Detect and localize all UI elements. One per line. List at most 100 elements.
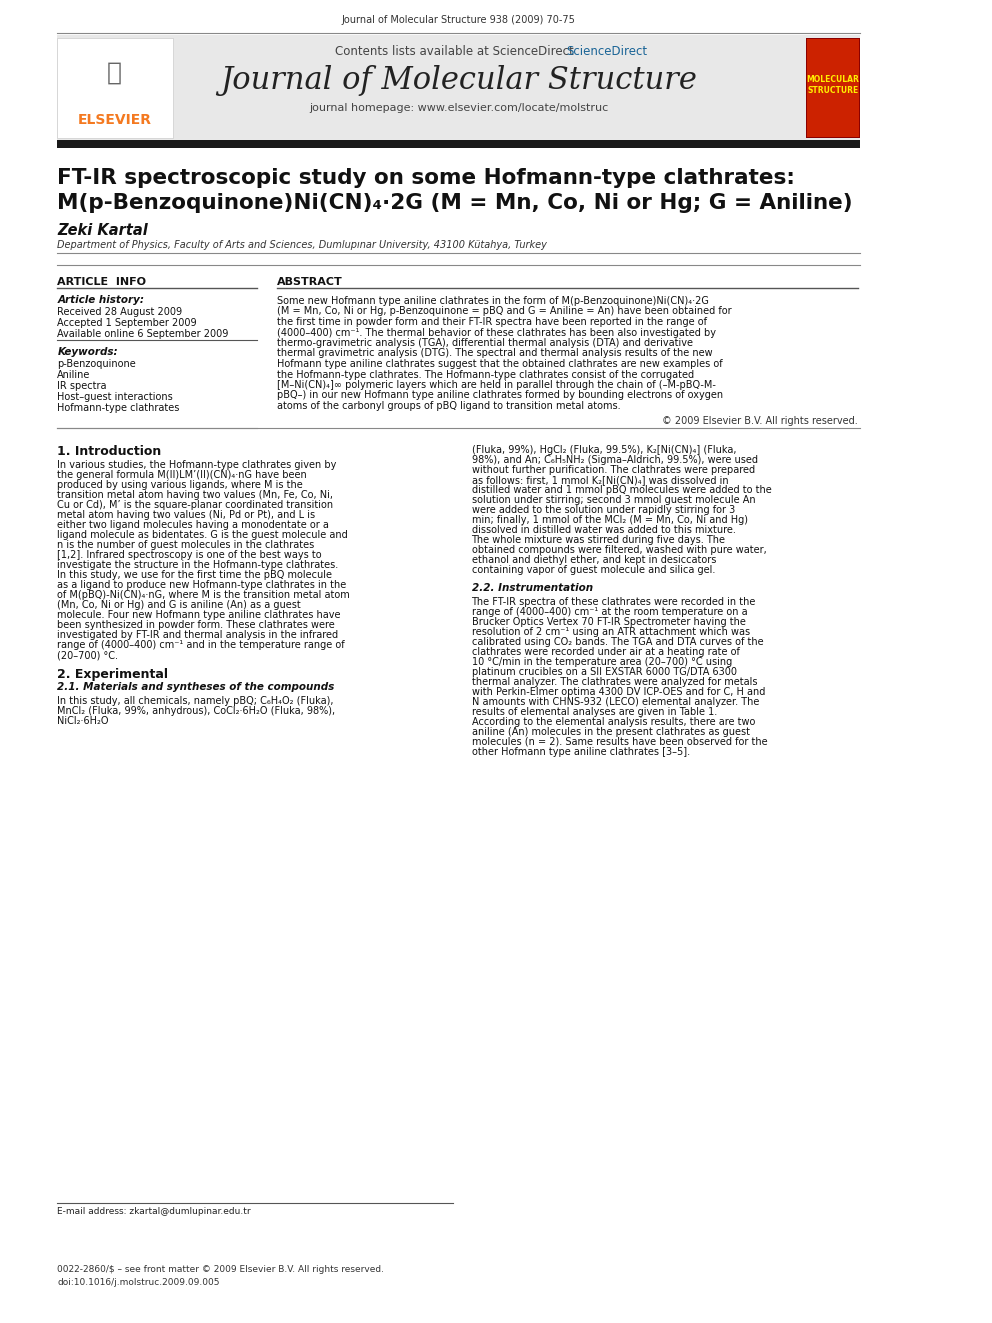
Text: ScienceDirect: ScienceDirect [565, 45, 647, 58]
Text: N amounts with CHNS-932 (LECO) elemental analyzer. The: N amounts with CHNS-932 (LECO) elemental… [471, 697, 759, 706]
Text: solution under stirring; second 3 mmol guest molecule An: solution under stirring; second 3 mmol g… [471, 495, 755, 505]
FancyBboxPatch shape [806, 38, 860, 138]
Text: Journal of Molecular Structure: Journal of Molecular Structure [220, 65, 697, 97]
Text: without further purification. The clathrates were prepared: without further purification. The clathr… [471, 464, 755, 475]
Text: MOLECULAR: MOLECULAR [806, 75, 859, 83]
Text: thermal gravimetric analysis (DTG). The spectral and thermal analysis results of: thermal gravimetric analysis (DTG). The … [278, 348, 713, 359]
Text: Some new Hofmann type aniline clathrates in the form of M(p-Benzoquinone)Ni(CN)₄: Some new Hofmann type aniline clathrates… [278, 296, 709, 306]
Text: (4000–400) cm⁻¹. The thermal behavior of these clathrates has been also investig: (4000–400) cm⁻¹. The thermal behavior of… [278, 328, 716, 337]
Text: ARTICLE  INFO: ARTICLE INFO [58, 277, 147, 287]
Text: Contents lists available at ScienceDirect: Contents lists available at ScienceDirec… [335, 45, 581, 58]
Text: resolution of 2 cm⁻¹ using an ATR attachment which was: resolution of 2 cm⁻¹ using an ATR attach… [471, 627, 750, 636]
Text: aniline (An) molecules in the present clathrates as guest: aniline (An) molecules in the present cl… [471, 728, 750, 737]
Text: [M–Ni(CN)₄]∞ polymeric layers which are held in parallel through the chain of (–: [M–Ni(CN)₄]∞ polymeric layers which are … [278, 380, 716, 390]
Text: STRUCTURE: STRUCTURE [807, 86, 859, 95]
Text: (Mn, Co, Ni or Hg) and G is aniline (An) as a guest: (Mn, Co, Ni or Hg) and G is aniline (An)… [58, 601, 301, 610]
Text: clathrates were recorded under air at a heating rate of: clathrates were recorded under air at a … [471, 647, 739, 658]
Text: Department of Physics, Faculty of Arts and Sciences, Dumlupınar University, 4310: Department of Physics, Faculty of Arts a… [58, 239, 548, 250]
Text: of M(pBQ)-Ni(CN)₄·nG, where M is the transition metal atom: of M(pBQ)-Ni(CN)₄·nG, where M is the tra… [58, 590, 350, 601]
Text: Cu or Cd), M’ is the square-planar coordinated transition: Cu or Cd), M’ is the square-planar coord… [58, 500, 333, 509]
FancyBboxPatch shape [58, 38, 173, 138]
Text: MnCl₂ (Fluka, 99%, anhydrous), CoCl₂·6H₂O (Fluka, 98%),: MnCl₂ (Fluka, 99%, anhydrous), CoCl₂·6H₂… [58, 706, 335, 716]
Text: dissolved in distilled water was added to this mixture.: dissolved in distilled water was added t… [471, 525, 735, 534]
Text: 98%), and An; C₆H₅NH₂ (Sigma–Aldrich, 99.5%), were used: 98%), and An; C₆H₅NH₂ (Sigma–Aldrich, 99… [471, 455, 758, 464]
Text: the Hofmann-type clathrates. The Hofmann-type clathrates consist of the corrugat: the Hofmann-type clathrates. The Hofmann… [278, 369, 694, 380]
Text: range of (4000–400) cm⁻¹ at the room temperature on a: range of (4000–400) cm⁻¹ at the room tem… [471, 607, 747, 617]
Text: 🌳: 🌳 [107, 61, 122, 85]
Text: (M = Mn, Co, Ni or Hg, p-Benzoquinone = pBQ and G = Aniline = An) have been obta: (M = Mn, Co, Ni or Hg, p-Benzoquinone = … [278, 307, 732, 316]
Text: with Perkin-Elmer optima 4300 DV ICP-OES and for C, H and: with Perkin-Elmer optima 4300 DV ICP-OES… [471, 687, 765, 697]
Text: (Fluka, 99%), HgCl₂ (Fluka, 99.5%), K₂[Ni(CN)₄] (Fluka,: (Fluka, 99%), HgCl₂ (Fluka, 99.5%), K₂[N… [471, 445, 736, 455]
Text: ligand molecule as bidentates. G is the guest molecule and: ligand molecule as bidentates. G is the … [58, 531, 348, 540]
Text: distilled water and 1 mmol pBQ molecules were added to the: distilled water and 1 mmol pBQ molecules… [471, 486, 771, 495]
Text: Accepted 1 September 2009: Accepted 1 September 2009 [58, 318, 197, 328]
Text: as follows: first, 1 mmol K₂[Ni(CN)₄] was dissolved in: as follows: first, 1 mmol K₂[Ni(CN)₄] wa… [471, 475, 728, 486]
Text: calibrated using CO₂ bands. The TGA and DTA curves of the: calibrated using CO₂ bands. The TGA and … [471, 636, 763, 647]
Text: been synthesized in powder form. These clathrates were: been synthesized in powder form. These c… [58, 620, 335, 630]
FancyBboxPatch shape [58, 140, 860, 148]
Text: molecule. Four new Hofmann type aniline clathrates have: molecule. Four new Hofmann type aniline … [58, 610, 341, 620]
Text: IR spectra: IR spectra [58, 381, 107, 392]
Text: as a ligand to produce new Hofmann-type clathrates in the: as a ligand to produce new Hofmann-type … [58, 579, 346, 590]
Text: M(p-Benzoquinone)Ni(CN)₄·2G (M = Mn, Co, Ni or Hg; G = Aniline): M(p-Benzoquinone)Ni(CN)₄·2G (M = Mn, Co,… [58, 193, 853, 213]
Text: Hofmann type aniline clathrates suggest that the obtained clathrates are new exa: Hofmann type aniline clathrates suggest … [278, 359, 723, 369]
Text: In this study, all chemicals, namely pBQ; C₆H₄O₂ (Fluka),: In this study, all chemicals, namely pBQ… [58, 696, 334, 706]
Text: thermo-gravimetric analysis (TGA), differential thermal analysis (DTA) and deriv: thermo-gravimetric analysis (TGA), diffe… [278, 337, 693, 348]
Text: E-mail address: zkartal@dumlupinar.edu.tr: E-mail address: zkartal@dumlupinar.edu.t… [58, 1207, 251, 1216]
Text: platinum crucibles on a SII EXSTAR 6000 TG/DTA 6300: platinum crucibles on a SII EXSTAR 6000 … [471, 667, 736, 677]
Text: produced by using various ligands, where M is the: produced by using various ligands, where… [58, 480, 304, 490]
Text: [1,2]. Infrared spectroscopy is one of the best ways to: [1,2]. Infrared spectroscopy is one of t… [58, 550, 322, 560]
Text: The whole mixture was stirred during five days. The: The whole mixture was stirred during fiv… [471, 534, 725, 545]
Text: The FT-IR spectra of these clathrates were recorded in the: The FT-IR spectra of these clathrates we… [471, 597, 756, 607]
Text: investigate the structure in the Hofmann-type clathrates.: investigate the structure in the Hofmann… [58, 560, 338, 570]
Text: 0022-2860/$ – see front matter © 2009 Elsevier B.V. All rights reserved.: 0022-2860/$ – see front matter © 2009 El… [58, 1265, 384, 1274]
Text: thermal analyzer. The clathrates were analyzed for metals: thermal analyzer. The clathrates were an… [471, 677, 757, 687]
Text: According to the elemental analysis results, there are two: According to the elemental analysis resu… [471, 717, 755, 728]
Text: 2.1. Materials and syntheses of the compounds: 2.1. Materials and syntheses of the comp… [58, 681, 334, 692]
Text: journal homepage: www.elsevier.com/locate/molstruc: journal homepage: www.elsevier.com/locat… [309, 103, 608, 112]
Text: ELSEVIER: ELSEVIER [77, 112, 152, 127]
Text: the first time in powder form and their FT-IR spectra have been reported in the : the first time in powder form and their … [278, 318, 707, 327]
Text: (20–700) °C.: (20–700) °C. [58, 650, 118, 660]
Text: Article history:: Article history: [58, 295, 144, 306]
Text: In various studies, the Hofmann-type clathrates given by: In various studies, the Hofmann-type cla… [58, 460, 336, 470]
Text: Keywords:: Keywords: [58, 347, 118, 357]
Text: ethanol and diethyl ether, and kept in desiccators: ethanol and diethyl ether, and kept in d… [471, 556, 716, 565]
Text: Zeki Kartal: Zeki Kartal [58, 224, 148, 238]
Text: atoms of the carbonyl groups of pBQ ligand to transition metal atoms.: atoms of the carbonyl groups of pBQ liga… [278, 401, 621, 411]
Text: NiCl₂·6H₂O: NiCl₂·6H₂O [58, 716, 109, 726]
Text: containing vapor of guest molecule and silica gel.: containing vapor of guest molecule and s… [471, 565, 715, 576]
Text: metal atom having two values (Ni, Pd or Pt), and L is: metal atom having two values (Ni, Pd or … [58, 509, 315, 520]
Text: obtained compounds were filtered, washed with pure water,: obtained compounds were filtered, washed… [471, 545, 766, 556]
Text: In this study, we use for the first time the pBQ molecule: In this study, we use for the first time… [58, 570, 332, 579]
FancyBboxPatch shape [807, 38, 859, 138]
Text: FT-IR spectroscopic study on some Hofmann-type clathrates:: FT-IR spectroscopic study on some Hofman… [58, 168, 796, 188]
Text: © 2009 Elsevier B.V. All rights reserved.: © 2009 Elsevier B.V. All rights reserved… [663, 415, 858, 426]
Text: 2.2. Instrumentation: 2.2. Instrumentation [471, 583, 592, 593]
Text: Available online 6 September 2009: Available online 6 September 2009 [58, 329, 229, 339]
Text: the general formula M(II)LM’(II)(CN)₄·nG have been: the general formula M(II)LM’(II)(CN)₄·nG… [58, 470, 308, 480]
Text: Aniline: Aniline [58, 370, 90, 380]
Text: min; finally, 1 mmol of the MCl₂ (M = Mn, Co, Ni and Hg): min; finally, 1 mmol of the MCl₂ (M = Mn… [471, 515, 748, 525]
Text: 10 °C/min in the temperature area (20–700) °C using: 10 °C/min in the temperature area (20–70… [471, 658, 732, 667]
Text: investigated by FT-IR and thermal analysis in the infrared: investigated by FT-IR and thermal analys… [58, 630, 338, 640]
Text: range of (4000–400) cm⁻¹ and in the temperature range of: range of (4000–400) cm⁻¹ and in the temp… [58, 640, 345, 650]
Text: ABSTRACT: ABSTRACT [278, 277, 343, 287]
Text: n is the number of guest molecules in the clathrates: n is the number of guest molecules in th… [58, 540, 314, 550]
Text: either two ligand molecules having a monodentate or a: either two ligand molecules having a mon… [58, 520, 329, 531]
Text: doi:10.1016/j.molstruc.2009.09.005: doi:10.1016/j.molstruc.2009.09.005 [58, 1278, 220, 1287]
Text: results of elemental analyses are given in Table 1.: results of elemental analyses are given … [471, 706, 717, 717]
Text: Hofmann-type clathrates: Hofmann-type clathrates [58, 404, 180, 413]
Text: other Hofmann type aniline clathrates [3–5].: other Hofmann type aniline clathrates [3… [471, 747, 689, 757]
Text: p-Benzoquinone: p-Benzoquinone [58, 359, 136, 369]
Text: Journal of Molecular Structure 938 (2009) 70-75: Journal of Molecular Structure 938 (2009… [341, 15, 575, 25]
FancyBboxPatch shape [58, 34, 860, 143]
Text: were added to the solution under rapidly stirring for 3: were added to the solution under rapidly… [471, 505, 735, 515]
Text: molecules (n = 2). Same results have been observed for the: molecules (n = 2). Same results have bee… [471, 737, 767, 747]
Text: Host–guest interactions: Host–guest interactions [58, 392, 173, 402]
Text: pBQ–) in our new Hofmann type aniline clathrates formed by bounding electrons of: pBQ–) in our new Hofmann type aniline cl… [278, 390, 723, 401]
Text: Brucker Optics Vertex 70 FT-IR Spectrometer having the: Brucker Optics Vertex 70 FT-IR Spectrome… [471, 617, 745, 627]
Text: 2. Experimental: 2. Experimental [58, 668, 169, 681]
Text: transition metal atom having two values (Mn, Fe, Co, Ni,: transition metal atom having two values … [58, 490, 333, 500]
Text: 1. Introduction: 1. Introduction [58, 445, 162, 458]
